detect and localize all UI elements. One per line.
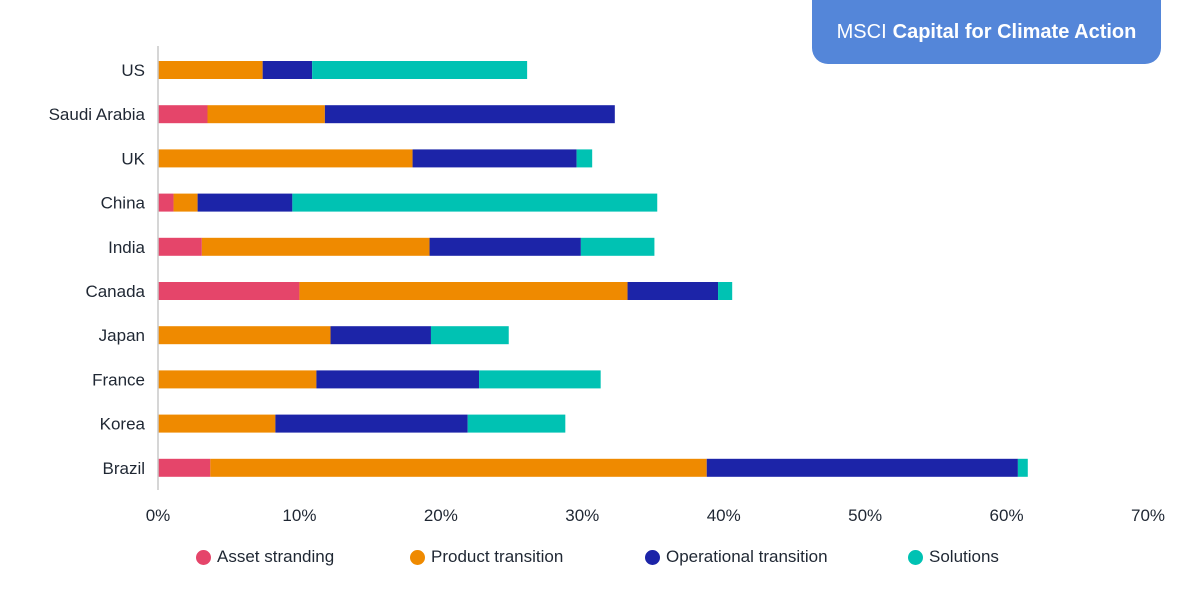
bar-segment-saudi-arabia-asset-stranding (158, 105, 208, 124)
bar-segment-japan-solutions (430, 326, 509, 345)
bar-segment-china-operational-transition (197, 193, 293, 212)
x-axis-labels: 0% 10% 20% 30% 40% 50% 60% 70% (146, 506, 1165, 525)
bar-segment-korea-operational-transition (275, 414, 468, 433)
legend-item-asset-stranding: Asset stranding (196, 547, 334, 567)
bar-segment-us-operational-transition (262, 61, 313, 79)
x-tick-label-0: 0% (146, 506, 171, 525)
legend-dot-icon (908, 549, 923, 565)
bar-segment-japan-operational-transition (330, 326, 431, 345)
bar-segment-saudi-arabia-product-transition (207, 105, 325, 124)
legend-item-solutions: Solutions (908, 547, 999, 567)
brand-title-text: Capital for Climate Action (892, 20, 1137, 43)
bar-segment-us-solutions (312, 61, 528, 79)
bar-segment-india-product-transition (201, 237, 430, 256)
bar-segment-korea-solutions (467, 414, 566, 433)
legend-dot-icon (645, 549, 660, 565)
x-tick-label-10: 10% (282, 506, 316, 525)
bar-segment-canada-operational-transition (627, 282, 719, 300)
bar-segment-canada-asset-stranding (158, 282, 300, 300)
y-tick-label-brazil: Brazil (102, 459, 145, 478)
bar-segment-brazil-product-transition (210, 458, 707, 477)
bar-segment-france-product-transition (158, 370, 317, 389)
y-tick-label-japan: Japan (99, 326, 145, 345)
bar-segment-china-solutions (292, 193, 658, 212)
bar-segment-brazil-solutions (1017, 458, 1028, 477)
bar-segment-india-asset-stranding (158, 237, 202, 256)
legend-label: Operational transition (666, 547, 828, 566)
legend-label: Product transition (431, 547, 564, 566)
y-axis-labels: US Saudi Arabia UK China India Canada Japan Fra… (49, 61, 146, 478)
legend-label: Asset stranding (217, 547, 335, 566)
bar-segment-india-operational-transition (429, 237, 581, 256)
bar-segment-canada-product-transition (299, 282, 628, 300)
bar-segment-uk-product-transition (158, 149, 413, 168)
bar-segment-france-solutions (479, 370, 601, 389)
x-tick-label-40: 40% (707, 506, 741, 525)
bar-segment-china-product-transition (173, 193, 198, 212)
bar-segment-us-product-transition (158, 61, 263, 79)
brand-msci-text: MSCI (836, 20, 887, 43)
x-tick-label-20: 20% (424, 506, 458, 525)
y-tick-label-india: India (108, 238, 145, 257)
y-tick-label-france: France (92, 370, 145, 389)
bar-segment-india-solutions (580, 237, 655, 256)
y-tick-label-canada: Canada (85, 282, 145, 301)
bar-segment-uk-solutions (576, 149, 593, 168)
legend-item-product-transition: Product transition (410, 547, 563, 567)
y-tick-label-saudi-arabia: Saudi Arabia (49, 105, 146, 124)
bars-group (158, 61, 1028, 477)
brand-banner: MSCI Capital for Climate Action (812, 0, 1161, 64)
bar-segment-canada-solutions (718, 282, 733, 300)
y-tick-label-uk: UK (121, 149, 145, 168)
bar-segment-uk-operational-transition (412, 149, 577, 168)
bar-segment-brazil-asset-stranding (158, 458, 211, 477)
legend-dot-icon (196, 549, 211, 565)
legend-item-operational-transition: Operational transition (645, 547, 828, 567)
legend-label: Solutions (929, 547, 999, 566)
y-tick-label-korea: Korea (100, 415, 146, 434)
bar-segment-brazil-operational-transition (706, 458, 1018, 477)
x-tick-label-60: 60% (990, 506, 1024, 525)
bar-segment-france-operational-transition (316, 370, 480, 389)
chart-legend: Asset stranding Product transition Operati… (0, 547, 1200, 571)
bar-segment-korea-product-transition (158, 414, 276, 433)
x-tick-label-70: 70% (1131, 506, 1165, 525)
bar-segment-china-asset-stranding (158, 193, 174, 212)
bar-segment-saudi-arabia-operational-transition (324, 105, 615, 124)
bar-segment-japan-product-transition (158, 326, 331, 345)
y-tick-label-us: US (121, 61, 145, 80)
x-tick-label-50: 50% (848, 506, 882, 525)
y-tick-label-china: China (101, 194, 146, 213)
x-tick-label-30: 30% (565, 506, 599, 525)
legend-dot-icon (410, 549, 425, 565)
